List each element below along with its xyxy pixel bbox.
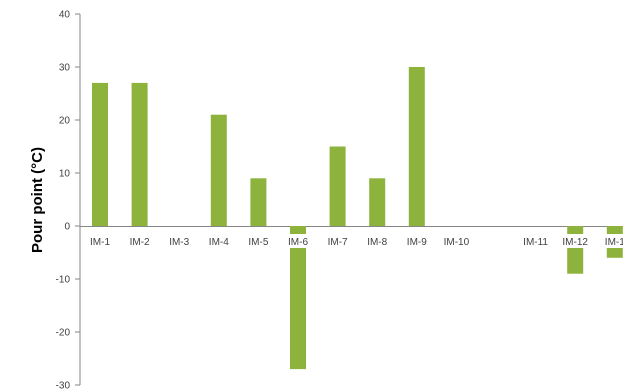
category-label-background xyxy=(324,234,352,248)
category-label-background xyxy=(205,234,233,248)
category-label: IM-1 xyxy=(605,237,623,248)
bar xyxy=(210,114,227,226)
category-label-background xyxy=(601,234,623,248)
category-label-group: IM-1 IM-2 IM-3 IM-4 IM-5 IM-6 IM-7 IM-8 IM-9 IM-1… xyxy=(86,234,623,248)
y-tick-label: 30 xyxy=(59,63,71,74)
y-tick-label: -10 xyxy=(56,275,71,286)
category-label-background xyxy=(558,234,592,248)
bar xyxy=(92,82,108,227)
y-tick-label: 20 xyxy=(59,116,71,127)
y-tick-label: 40 xyxy=(59,10,71,21)
category-label: IM-10 xyxy=(444,237,470,248)
category-label-background xyxy=(403,234,431,248)
category-label-background xyxy=(439,234,473,248)
y-tick-group: -30 -20 -10 0 10 20 30 40 xyxy=(56,10,80,391)
category-label: IM-12 xyxy=(562,237,588,248)
category-label: IM-8 xyxy=(367,237,387,248)
category-label: IM-11 xyxy=(523,237,548,248)
category-label: IM-3 xyxy=(169,237,189,248)
category-label-background xyxy=(519,234,553,248)
category-label: IM-1 xyxy=(90,237,110,248)
category-label-background xyxy=(165,234,193,248)
y-axis-label: Pour point (°C) xyxy=(29,147,46,253)
bar-group xyxy=(92,67,623,370)
bar xyxy=(290,226,306,370)
category-label-background xyxy=(363,234,391,248)
category-label: IM-2 xyxy=(130,237,150,248)
category-label-background xyxy=(86,234,114,248)
category-label: IM-5 xyxy=(248,237,268,248)
bar xyxy=(131,82,148,227)
y-tick-label: -20 xyxy=(56,328,71,339)
category-label-background xyxy=(126,234,154,248)
bar xyxy=(369,178,386,226)
category-label: IM-4 xyxy=(209,237,229,248)
y-tick-label: 0 xyxy=(64,222,70,233)
category-label: IM-6 xyxy=(288,237,308,248)
y-tick-label: -30 xyxy=(56,381,71,391)
category-label: IM-9 xyxy=(407,237,427,248)
bar xyxy=(408,67,425,226)
bar xyxy=(250,178,267,226)
bar xyxy=(329,146,346,226)
bar xyxy=(567,226,584,274)
category-label-background xyxy=(244,234,272,248)
y-tick-label: 10 xyxy=(59,169,71,180)
category-label-background xyxy=(284,234,312,248)
category-label: IM-7 xyxy=(328,237,348,248)
